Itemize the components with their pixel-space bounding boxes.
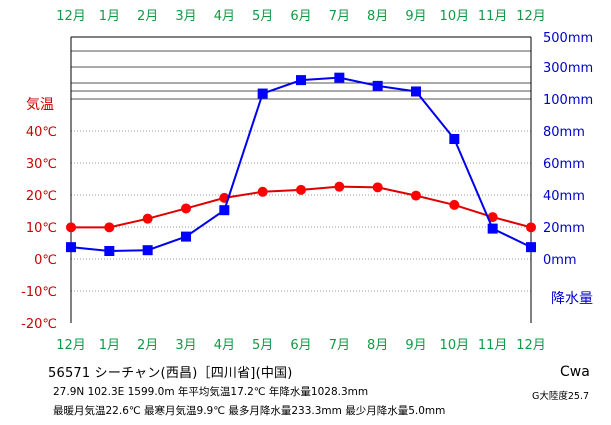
temperature-point xyxy=(487,212,498,223)
month-label-bottom: 11月 xyxy=(478,338,508,353)
temperature-tick-label: 0℃ xyxy=(34,253,57,268)
temperature-axis-label: 気温 xyxy=(26,97,54,113)
month-label-bottom: 2月 xyxy=(137,338,158,353)
month-label-top: 6月 xyxy=(290,9,311,24)
grid-lines xyxy=(71,50,531,292)
precipitation-tick-label: 40mm xyxy=(543,189,585,204)
precipitation-axis-label: 降水量 xyxy=(551,291,593,307)
temperature-point xyxy=(257,186,268,197)
month-label-top: 10月 xyxy=(440,9,470,24)
temperature-point xyxy=(66,222,76,233)
month-label-top: 12月 xyxy=(516,9,546,24)
temperature-tick-label: 10℃ xyxy=(26,221,57,236)
month-label-top: 2月 xyxy=(137,9,158,24)
temperature-series xyxy=(66,181,536,233)
month-label-top: 7月 xyxy=(329,9,350,24)
temperature-point xyxy=(181,203,191,214)
precipitation-axis-ticks: 500mm 300mm 100mm 80mm 60mm 40mm 20mm 0mm xyxy=(543,31,593,268)
temperature-point xyxy=(142,213,153,224)
month-label-bottom: 12月 xyxy=(56,338,86,353)
plot-frame xyxy=(70,36,532,323)
precipitation-point xyxy=(219,205,230,216)
month-label-bottom: 1月 xyxy=(99,338,120,353)
precipitation-point xyxy=(257,88,268,99)
temperature-point xyxy=(449,199,460,210)
month-label-top: 11月 xyxy=(478,9,508,24)
month-label-bottom: 10月 xyxy=(440,338,470,353)
station-stats-2: 最暖月気温22.6℃ 最寒月気温9.9℃ 最多月降水量233.3mm 最少月降水… xyxy=(53,405,446,417)
month-label-bottom: 8月 xyxy=(367,338,388,353)
precipitation-point xyxy=(181,231,191,242)
temperature-tick-label: -20℃ xyxy=(21,317,57,332)
month-label-top: 8月 xyxy=(367,9,388,24)
temperature-point xyxy=(411,190,421,201)
month-label-bottom: 4月 xyxy=(214,338,235,353)
precipitation-point xyxy=(296,75,306,86)
temperature-tick-label: 40℃ xyxy=(26,125,57,140)
temperature-axis-ticks: 40℃ 30℃ 20℃ 10℃ 0℃ -10℃ -20℃ xyxy=(21,125,57,332)
temperature-tick-label: 30℃ xyxy=(26,157,57,172)
precipitation-point xyxy=(334,72,345,83)
precipitation-point xyxy=(411,86,421,97)
month-label-bottom: 3月 xyxy=(175,338,196,353)
month-label-top: 5月 xyxy=(252,9,273,24)
precipitation-tick-label: 60mm xyxy=(543,157,585,172)
precipitation-point xyxy=(487,223,498,234)
temperature-point xyxy=(372,182,383,193)
month-label-bottom: 12月 xyxy=(516,338,546,353)
precipitation-tick-label: 0mm xyxy=(543,253,577,268)
month-label-top: 12月 xyxy=(56,9,86,24)
precipitation-point xyxy=(104,246,115,256)
precipitation-tick-label: 500mm xyxy=(543,31,593,46)
precipitation-tick-label: 100mm xyxy=(543,93,593,108)
precipitation-point xyxy=(526,242,536,253)
precipitation-point xyxy=(449,134,460,144)
temperature-tick-label: 20℃ xyxy=(26,189,57,204)
temperature-point xyxy=(296,184,306,195)
precipitation-series xyxy=(66,72,536,256)
station-name: 56571 シーチャン(西昌)［四川省](中国) xyxy=(48,366,293,381)
precipitation-tick-label: 20mm xyxy=(543,221,585,236)
month-label-bottom: 9月 xyxy=(405,338,426,353)
temperature-point xyxy=(104,222,115,233)
month-label-top: 3月 xyxy=(175,9,196,24)
month-label-bottom: 6月 xyxy=(290,338,311,353)
month-label-top: 9月 xyxy=(405,9,426,24)
precipitation-point xyxy=(66,242,76,253)
precipitation-tick-label: 80mm xyxy=(543,125,585,140)
month-labels-bottom: 12月 1月 2月 3月 4月 5月 6月 7月 8月 9月 10月 11月 12月 xyxy=(56,338,546,353)
month-labels-top: 12月 1月 2月 3月 4月 5月 6月 7月 8月 9月 10月 11月 12月 xyxy=(56,9,546,24)
month-label-top: 1月 xyxy=(99,9,120,24)
precipitation-line xyxy=(70,76,532,253)
month-label-bottom: 7月 xyxy=(329,338,350,353)
precipitation-tick-label: 300mm xyxy=(543,61,593,76)
precipitation-point xyxy=(372,80,383,91)
temperature-tick-label: -10℃ xyxy=(21,285,57,300)
month-label-top: 4月 xyxy=(214,9,235,24)
month-label-bottom: 5月 xyxy=(252,338,273,353)
temperature-point xyxy=(334,181,345,192)
climate-classification: Cwa xyxy=(560,364,590,380)
station-stats-1: 27.9N 102.3E 1599.0m 年平均気温17.2℃ 年降水量1028… xyxy=(53,386,369,398)
temperature-point xyxy=(526,222,536,233)
continentality-index: G大陸度25.7 xyxy=(532,391,590,402)
precipitation-point xyxy=(142,245,153,256)
